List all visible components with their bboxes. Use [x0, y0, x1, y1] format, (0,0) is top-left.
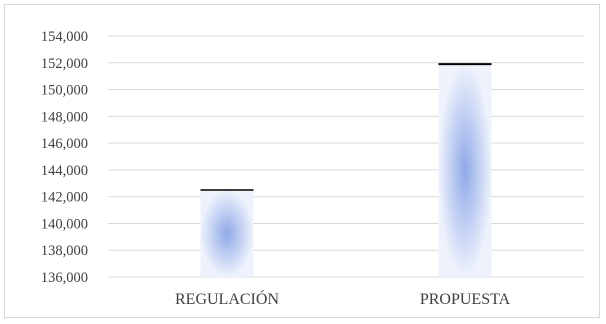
- y-axis-tick-labels: 136,000 138,000 140,000 142,000 144,000 146,0…: [41, 29, 88, 286]
- x-category-label: REGULACIÓN: [175, 289, 279, 308]
- x-category-label: PROPUESTA: [420, 291, 511, 308]
- y-tick-label: 138,000: [41, 243, 88, 259]
- chart-frame: [4, 4, 600, 318]
- bars: [200, 63, 492, 277]
- gridlines: [108, 35, 584, 278]
- bar-regulación: [200, 189, 254, 277]
- y-tick-label: 148,000: [41, 109, 88, 125]
- y-tick-label: 140,000: [41, 216, 88, 232]
- y-tick-label: 154,000: [41, 29, 88, 45]
- x-axis-category-labels: REGULACIÓN PROPUESTA: [175, 289, 511, 308]
- y-tick-label: 144,000: [41, 163, 88, 179]
- y-tick-label: 142,000: [41, 190, 88, 206]
- y-tick-label: 146,000: [41, 136, 88, 152]
- y-tick-label: 150,000: [41, 83, 88, 99]
- y-tick-label: 136,000: [41, 270, 88, 286]
- bar-propuesta: [438, 64, 492, 277]
- y-tick-label: 152,000: [41, 56, 88, 72]
